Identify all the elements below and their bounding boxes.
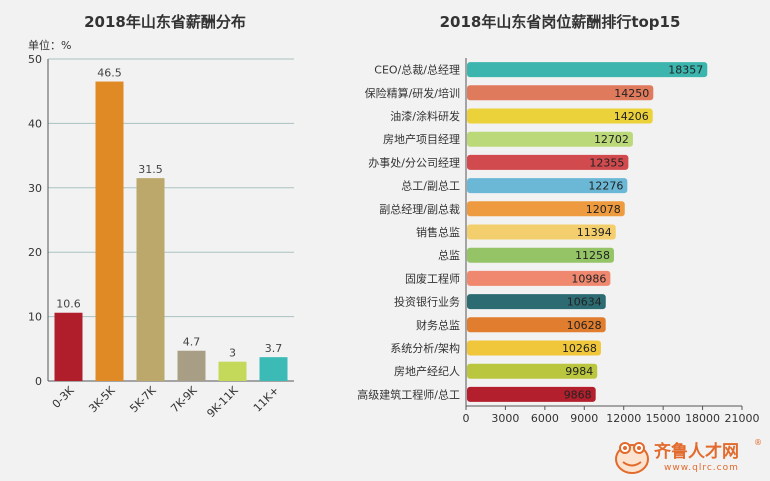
left-bar [54, 312, 83, 381]
right-category-label: 总工/副总工 [401, 179, 460, 193]
frog-mascot-icon [615, 442, 649, 474]
right-value-label: 10268 [562, 342, 597, 355]
right-category-labels: CEO/总裁/总经理保险精算/研发/培训油漆/涂料研发房地产项目经理办事处/分公… [357, 63, 460, 402]
left-value-label: 3.7 [265, 342, 283, 355]
right-bar [467, 224, 616, 240]
left-y-tick-label: 10 [28, 311, 42, 324]
left-y-tick-label: 0 [35, 375, 42, 388]
registered-mark: ® [754, 438, 762, 447]
left-value-label: 31.5 [138, 163, 163, 176]
right-x-ticks: 0 3000 6000 9000 12000 15000 18000 21000 [463, 406, 760, 425]
right-x-tick-label: 9000 [570, 412, 598, 425]
left-value-labels: 10.6 46.5 31.5 4.7 3 3.7 [56, 67, 282, 360]
right-value-label: 10628 [567, 319, 602, 332]
right-bar [467, 201, 625, 217]
left-x-tick-label: 3K-5K [86, 383, 118, 415]
right-value-label: 10634 [567, 296, 602, 309]
right-category-label: 投资银行业务 [394, 295, 460, 309]
left-x-ticks: 0-3K 3K-5K 5K-7K 7K-9K 9K-11K 11K+ [50, 383, 282, 420]
right-value-label: 11258 [575, 249, 610, 262]
left-value-label: 10.6 [56, 298, 81, 311]
right-category-label: 副总经理/副总裁 [379, 202, 460, 216]
left-x-tick-label: 0-3K [50, 383, 78, 411]
right-x-tick-label: 3000 [491, 412, 519, 425]
left-value-label: 4.7 [183, 336, 201, 349]
right-value-label: 12355 [589, 156, 624, 169]
right-value-label: 12276 [588, 180, 623, 193]
right-bar [467, 131, 633, 147]
right-value-label: 9868 [564, 388, 592, 401]
right-category-label: 保险精算/研发/培训 [365, 86, 460, 100]
left-y-tick-label: 30 [28, 182, 42, 195]
left-unit-label: 单位：% [28, 38, 71, 52]
right-x-tick-label: 18000 [685, 412, 720, 425]
left-chart-title: 2018年山东省薪酬分布 [84, 13, 246, 31]
left-gridlines [48, 58, 294, 318]
left-bar [95, 81, 124, 381]
left-bar [177, 350, 206, 381]
right-bar [467, 317, 606, 333]
right-value-label: 11394 [577, 226, 612, 239]
left-y-tick-label: 50 [28, 53, 42, 66]
right-bar [467, 85, 654, 101]
right-category-label: 房地产经纪人 [394, 364, 460, 378]
left-value-label: 46.5 [97, 67, 122, 80]
right-value-label: 12078 [586, 203, 621, 216]
right-category-label: CEO/总裁/总经理 [374, 63, 460, 77]
right-category-label: 销售总监 [416, 225, 460, 239]
right-chart-title: 2018年山东省岗位薪酬排行top15 [440, 13, 681, 31]
left-y-tick-label: 20 [28, 246, 42, 259]
right-x-tick-label: 12000 [606, 412, 641, 425]
right-category-label: 油漆/涂料研发 [390, 109, 460, 123]
left-bar [136, 178, 165, 381]
right-x-tick-label: 0 [463, 412, 470, 425]
right-bar [467, 178, 628, 194]
right-bars [467, 62, 708, 402]
right-category-label: 固废工程师 [405, 271, 460, 285]
right-bar [467, 363, 598, 379]
left-x-tick-label: 9K-11K [204, 383, 241, 420]
right-value-label: 12702 [594, 133, 629, 146]
right-value-label: 9984 [565, 365, 593, 378]
right-x-tick-label: 15000 [646, 412, 681, 425]
right-bar [467, 154, 629, 170]
right-category-label: 总监 [438, 248, 460, 262]
brand-logo: 齐鲁人才网 www.qlrc.com ® [615, 438, 762, 474]
right-value-label: 18357 [668, 64, 703, 77]
right-bar [467, 294, 606, 310]
left-y-tick-label: 40 [28, 117, 42, 130]
left-bar [218, 361, 247, 381]
right-category-label: 房地产项目经理 [383, 132, 460, 146]
right-bar [467, 108, 653, 124]
right-bar [467, 62, 708, 78]
left-y-ticks: 0 10 20 30 40 50 [28, 53, 42, 388]
right-value-label: 14206 [614, 110, 649, 123]
left-bars [54, 81, 288, 381]
right-bar [467, 340, 601, 356]
right-value-label: 14250 [614, 87, 649, 100]
right-category-label: 办事处/分公司经理 [368, 156, 460, 169]
logo-name: 齐鲁人才网 [654, 441, 739, 462]
right-bar [467, 247, 614, 263]
right-value-labels: 18357 14250 14206 12702 12355 12276 12078 11394… [562, 64, 703, 402]
left-bar [259, 357, 288, 381]
left-x-tick-label: 11K+ [251, 384, 282, 415]
right-category-label: 高级建筑工程师/总工 [357, 387, 460, 401]
left-x-tick-label: 7K-9K [168, 383, 200, 415]
right-x-tick-label: 6000 [531, 412, 559, 425]
left-x-tick-label: 5K-7K [127, 383, 159, 415]
logo-url: www.qlrc.com [664, 463, 739, 473]
right-bar [467, 270, 611, 286]
left-value-label: 3 [229, 347, 236, 360]
right-bar [467, 386, 596, 402]
right-value-label: 10986 [571, 272, 606, 285]
right-category-label: 系统分析/架构 [390, 341, 460, 355]
right-category-label: 财务总监 [416, 318, 460, 332]
right-x-tick-label: 21000 [725, 412, 760, 425]
